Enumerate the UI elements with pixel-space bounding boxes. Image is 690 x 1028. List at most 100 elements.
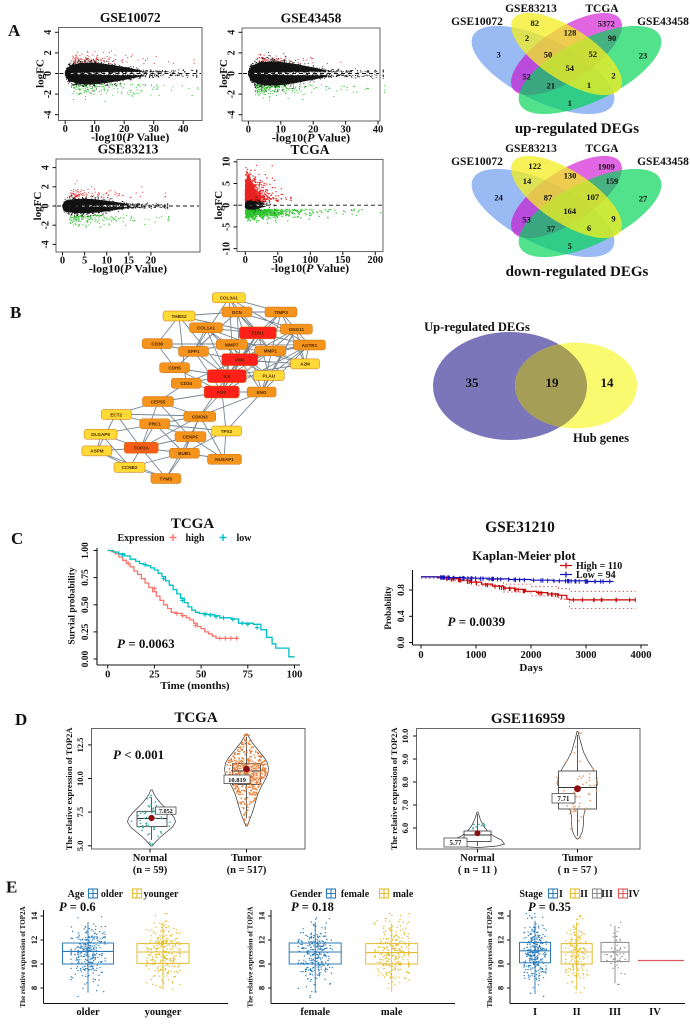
svg-text:The relative expression of TOP: The relative expression of TOP2A	[389, 727, 399, 850]
svg-text:100: 100	[287, 670, 303, 681]
svg-text:B: B	[10, 303, 21, 322]
svg-text:IV: IV	[649, 1007, 661, 1018]
svg-text:logFC: logFC	[32, 192, 44, 221]
svg-text:COL1A1: COL1A1	[197, 326, 216, 331]
svg-text:128: 128	[564, 28, 577, 38]
svg-text:10.819: 10.819	[228, 777, 247, 784]
svg-text:0.50: 0.50	[81, 596, 91, 613]
svg-text:ECT2: ECT2	[110, 412, 122, 417]
svg-text:0: 0	[41, 204, 52, 209]
svg-text:7.0: 7.0	[400, 800, 410, 811]
svg-text:107: 107	[586, 192, 600, 202]
svg-text:-log10(P Value): -log10(P Value)	[271, 261, 349, 275]
svg-text:Survial probability: Survial probability	[68, 567, 78, 644]
svg-text:The relative expression of TOP: The relative expression of TOP2A	[486, 907, 494, 1008]
svg-text:53: 53	[522, 215, 531, 225]
svg-text:up-regulated DEGs: up-regulated DEGs	[515, 121, 639, 137]
svg-text:GNG11: GNG11	[289, 327, 305, 332]
svg-text:male: male	[381, 1007, 403, 1018]
svg-text:14: 14	[257, 911, 267, 920]
svg-text:older: older	[101, 889, 124, 900]
svg-text:0: 0	[246, 125, 251, 136]
svg-text:THBS2: THBS2	[171, 314, 187, 319]
svg-text:20: 20	[119, 124, 130, 135]
svg-text:40: 40	[178, 124, 189, 135]
svg-text:( n = 11 ): ( n = 11 )	[458, 865, 498, 876]
svg-text:8: 8	[257, 986, 267, 990]
svg-text:IL6: IL6	[223, 374, 230, 379]
svg-text:0: 0	[227, 71, 238, 76]
svg-text:GSE43458: GSE43458	[637, 16, 689, 28]
svg-text:High = 110: High = 110	[576, 561, 622, 572]
svg-text:9: 9	[611, 214, 615, 224]
svg-text:0.8: 0.8	[397, 584, 407, 596]
svg-text:5372: 5372	[598, 19, 615, 29]
svg-text:P = 0.18: P = 0.18	[291, 900, 334, 914]
svg-text:8.0: 8.0	[400, 777, 410, 788]
svg-text:GSE10072: GSE10072	[451, 156, 503, 168]
svg-text:50: 50	[544, 50, 553, 60]
svg-text:female: female	[300, 1007, 330, 1018]
svg-text:30: 30	[148, 124, 159, 135]
svg-text:8: 8	[496, 986, 506, 990]
svg-text:0: 0	[418, 650, 423, 661]
svg-text:ENG: ENG	[257, 390, 267, 395]
svg-text:GSE83213: GSE83213	[505, 3, 557, 15]
svg-text:2: 2	[611, 71, 615, 81]
svg-text:21: 21	[547, 80, 556, 90]
svg-text:8: 8	[29, 986, 39, 990]
svg-text:MMP7: MMP7	[225, 342, 239, 347]
svg-text:24: 24	[494, 192, 503, 202]
svg-text:-2: -2	[41, 221, 52, 229]
svg-text:12.5: 12.5	[75, 737, 85, 752]
svg-text:150: 150	[335, 255, 351, 266]
svg-text:Age: Age	[68, 889, 85, 900]
svg-text:5: 5	[222, 181, 233, 186]
svg-text:IV: IV	[628, 889, 640, 900]
svg-text:0: 0	[63, 124, 68, 135]
svg-text:9.0: 9.0	[400, 754, 410, 765]
svg-text:GSE116959: GSE116959	[491, 711, 565, 727]
svg-text:1000: 1000	[466, 650, 487, 661]
svg-text:NUSAP1: NUSAP1	[215, 457, 234, 462]
svg-text:10: 10	[276, 125, 287, 136]
svg-text:A2M: A2M	[300, 362, 310, 367]
svg-text:GSE43458: GSE43458	[281, 11, 342, 26]
svg-text:older: older	[76, 1007, 100, 1018]
svg-text:The relative expression of TOP: The relative expression of TOP2A	[19, 907, 27, 1008]
svg-text:3000: 3000	[576, 650, 597, 661]
svg-text:10: 10	[89, 124, 100, 135]
svg-text:low: low	[237, 533, 253, 544]
svg-text:CEP55: CEP55	[151, 399, 166, 404]
svg-text:0: 0	[43, 71, 54, 76]
svg-text:GSE43458: GSE43458	[637, 156, 689, 168]
svg-text:6: 6	[587, 223, 591, 233]
svg-text:III: III	[609, 1007, 621, 1018]
svg-text:CDKN3: CDKN3	[192, 414, 208, 419]
svg-text:40: 40	[373, 125, 384, 136]
svg-text:down-regulated DEGs: down-regulated DEGs	[506, 264, 649, 280]
svg-text:P = 0.6: P = 0.6	[59, 900, 96, 914]
svg-text:C: C	[11, 529, 23, 548]
svg-text:GSE83213: GSE83213	[98, 142, 159, 157]
svg-text:PLAU: PLAU	[263, 373, 276, 378]
svg-text:Kaplan-Meier plot: Kaplan-Meier plot	[472, 548, 576, 563]
svg-text:BUB1: BUB1	[178, 451, 191, 456]
svg-text:(n = 59): (n = 59)	[133, 865, 168, 876]
svg-text:20: 20	[308, 125, 319, 136]
svg-text:14: 14	[29, 911, 39, 920]
svg-text:2: 2	[41, 184, 52, 189]
svg-text:( n = 57 ): ( n = 57 )	[558, 865, 598, 876]
svg-text:14: 14	[523, 176, 532, 186]
svg-text:3: 3	[496, 49, 500, 59]
svg-text:Expression: Expression	[117, 533, 164, 544]
svg-text:GSE83213: GSE83213	[505, 143, 557, 155]
svg-text:100: 100	[302, 255, 318, 266]
svg-text:5: 5	[82, 256, 87, 267]
svg-text:15: 15	[124, 256, 135, 267]
svg-text:Gender: Gender	[290, 889, 323, 900]
svg-text:younger: younger	[145, 1007, 182, 1018]
svg-text:-log10(P Value): -log10(P Value)	[272, 131, 350, 145]
svg-text:SPP1: SPP1	[188, 349, 200, 354]
svg-text:0.25: 0.25	[81, 623, 91, 640]
